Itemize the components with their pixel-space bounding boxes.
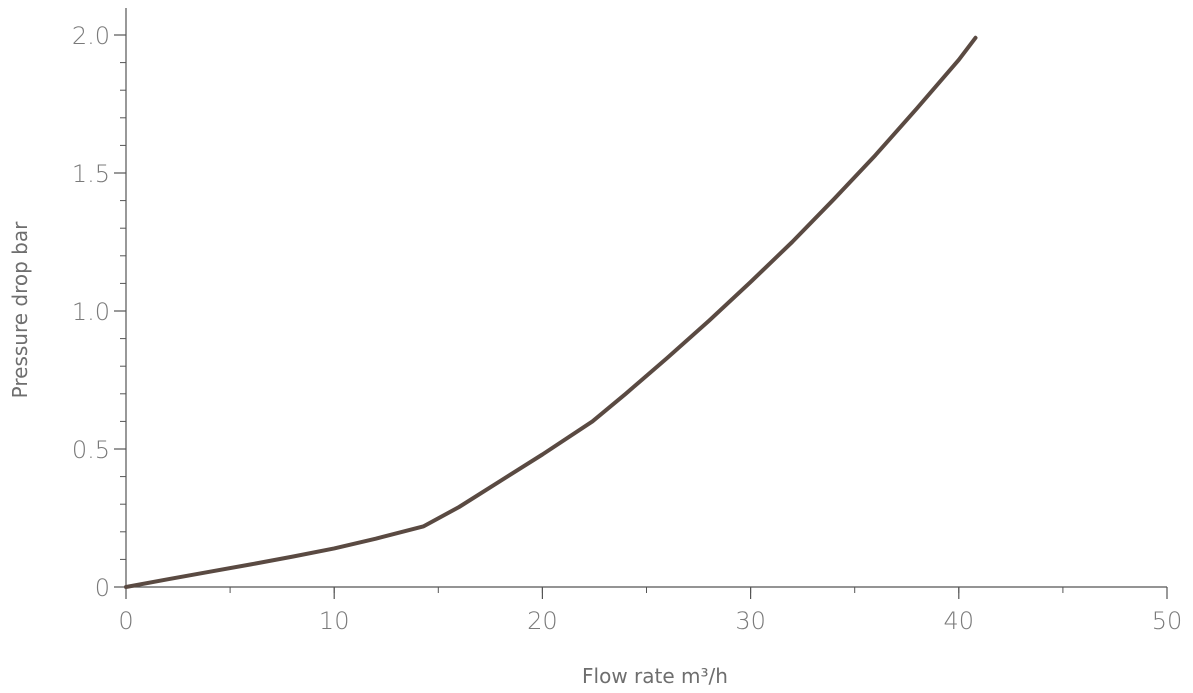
x-tick-label: 40 bbox=[944, 607, 975, 635]
y-tick-label: 1.0 bbox=[72, 298, 110, 326]
pressure-drop-curve bbox=[124, 35, 978, 589]
x-tick-label: 10 bbox=[319, 607, 350, 635]
y-tick-label: 0 bbox=[95, 574, 110, 602]
x-axis: 0 10 20 30 40 50 bbox=[118, 586, 1183, 635]
x-tick-label: 20 bbox=[527, 607, 558, 635]
x-axis-title: Flow rate m³/h bbox=[582, 664, 728, 688]
y-axis-title: Pressure drop bar bbox=[8, 221, 32, 398]
x-tick-label: 50 bbox=[1152, 607, 1183, 635]
x-tick-label: 30 bbox=[735, 607, 766, 635]
y-axis: 0 0.5 1.0 1.5 2.0 bbox=[72, 8, 127, 602]
y-tick-label: 2.0 bbox=[72, 22, 110, 50]
x-tick-label: 0 bbox=[118, 607, 133, 635]
y-tick-label: 0.5 bbox=[72, 436, 110, 464]
plot-area bbox=[124, 35, 978, 589]
y-tick-label: 1.5 bbox=[72, 160, 110, 188]
